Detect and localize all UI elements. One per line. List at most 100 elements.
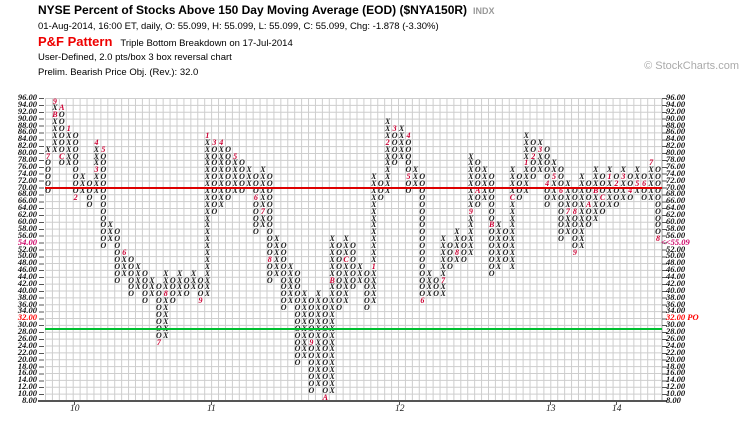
pf-glyph: O: [128, 282, 135, 292]
pf-glyph: X: [107, 227, 114, 237]
pf-glyph: X: [509, 199, 516, 209]
pf-glyph: O: [641, 192, 648, 202]
y-axis-label-left: 54.00: [17, 236, 37, 247]
pf-glyph: O: [419, 282, 426, 292]
pf-glyph: O: [322, 358, 329, 368]
pf-glyph: X: [287, 282, 294, 292]
pf-glyph: X: [52, 137, 58, 147]
pf-glyph: X: [468, 151, 474, 161]
pf-glyph: X: [287, 275, 294, 285]
pf-glyph: O: [169, 296, 176, 306]
chart-definition-line: User-Defined, 2.0 pts/box 3 box reversal…: [38, 52, 232, 63]
pf-glyph: O: [336, 296, 342, 306]
pf-glyph: X: [218, 186, 224, 196]
pf-glyph: O: [391, 158, 398, 168]
pf-glyph: O: [419, 241, 426, 251]
pf-glyph: O: [294, 309, 301, 319]
pf-glyph: O: [308, 358, 315, 368]
pf-glyph: O: [239, 186, 245, 196]
pf-glyph: O: [322, 337, 329, 347]
pf-glyph: O: [128, 268, 135, 278]
pf-glyph: O: [128, 261, 135, 271]
pf-glyph: X: [565, 199, 571, 209]
pf-glyph: X: [384, 124, 391, 134]
pf-glyph: X: [204, 234, 211, 244]
pf-glyph: O: [350, 261, 356, 271]
pf-glyph: X: [260, 199, 266, 209]
pf-glyph: O: [72, 144, 79, 154]
pf-glyph: X: [52, 144, 58, 154]
pf-glyph: X: [454, 254, 460, 264]
pf-glyph: O: [308, 371, 315, 381]
pf-glyph: X: [218, 165, 224, 175]
quote-line: 01-Aug-2014, 16:00 ET, daily, O: 55.099,…: [38, 21, 439, 32]
pf-glyph: X: [495, 248, 502, 257]
pf-glyph: X: [301, 303, 308, 313]
pf-glyph: X: [204, 213, 211, 223]
pf-glyph: X: [371, 289, 377, 299]
pf-glyph: X: [343, 261, 349, 271]
y-axis-label-right: 70.00: [666, 181, 686, 192]
pf-glyph: X: [135, 261, 141, 271]
pf-glyph: O: [266, 268, 273, 278]
pf-glyph: X: [495, 241, 502, 251]
pf-glyph: X: [412, 172, 419, 182]
pf-glyph: O: [613, 199, 620, 209]
pf-glyph: X: [592, 206, 599, 216]
y-axis-label-right: 38.00: [666, 291, 686, 302]
pf-glyph: O: [488, 227, 495, 237]
pf-glyph: X: [66, 151, 72, 161]
pf-glyph: O: [585, 206, 592, 216]
left-axis-ticks: [39, 97, 44, 402]
pf-glyph: X: [495, 227, 502, 237]
pf-glyph: X: [163, 316, 169, 326]
pf-glyph: X: [287, 289, 294, 299]
pf-glyph: O: [655, 179, 661, 189]
pf-glyph: O: [58, 117, 65, 127]
pf-glyph: O: [655, 220, 661, 230]
y-axis-label-left: 30.00: [17, 319, 37, 330]
y-axis-label-left: 66.00: [17, 195, 37, 206]
pf-glyph: X: [343, 241, 349, 251]
pf-glyph: O: [155, 289, 162, 299]
pf-glyph: O: [100, 199, 107, 209]
pf-glyph: X: [523, 186, 529, 196]
pf-glyph: X: [454, 241, 460, 251]
pf-glyph: O: [72, 186, 79, 196]
pf-glyph: X: [135, 268, 141, 278]
pf-glyph: X: [204, 172, 211, 182]
y-axis-label-right: 46.00: [666, 264, 686, 275]
pf-glyph: X: [468, 186, 474, 196]
pf-glyph: X: [592, 172, 599, 182]
pf-glyph: O: [350, 254, 356, 264]
pf-glyph: O: [502, 248, 509, 257]
pf-glyph: X: [218, 179, 224, 189]
y-axis-label-left: 24.00: [17, 339, 37, 350]
pf-glyph: O: [100, 151, 107, 161]
pf-glyph: X: [592, 199, 599, 209]
pf-glyph: X: [579, 213, 585, 223]
pf-glyph: X: [232, 158, 238, 168]
pf-glyph: O: [211, 158, 218, 168]
pf-glyph: O: [405, 151, 412, 161]
pf-glyph: O: [350, 248, 356, 257]
y-axis-label-left: 22.00: [17, 346, 37, 357]
pf-glyph: X: [371, 234, 377, 244]
pf-glyph: X: [482, 186, 488, 196]
pf-glyph: O: [86, 186, 93, 196]
pf-glyph: X: [93, 172, 100, 182]
pf-glyph: O: [100, 227, 107, 237]
pf-glyph: X: [79, 172, 86, 182]
pf-glyph: O: [197, 282, 204, 292]
pf-glyph: O: [266, 234, 273, 244]
pf-glyph: O: [544, 158, 550, 168]
month-marker: 9: [468, 206, 473, 216]
pf-glyph: O: [239, 165, 245, 175]
pf-glyph: O: [294, 316, 301, 326]
y-axis-label-right: 16.00: [666, 367, 686, 378]
pf-glyph: X: [204, 137, 211, 147]
month-marker: 1: [205, 130, 210, 140]
pf-glyph: O: [266, 241, 273, 251]
y-axis-label-left: 68.00: [17, 188, 37, 199]
pf-glyph: X: [329, 337, 335, 347]
